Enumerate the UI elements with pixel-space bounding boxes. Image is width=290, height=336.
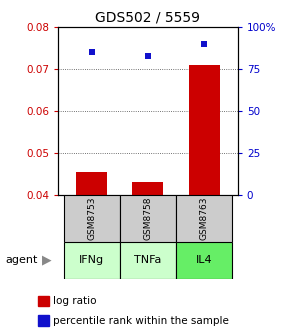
- Text: agent: agent: [6, 255, 38, 265]
- Text: percentile rank within the sample: percentile rank within the sample: [53, 316, 229, 326]
- Text: GSM8763: GSM8763: [200, 197, 209, 240]
- Bar: [133, 182, 163, 195]
- Bar: [39, 315, 49, 326]
- Bar: [64, 195, 120, 242]
- Text: ▶: ▶: [42, 254, 52, 267]
- Text: GSM8753: GSM8753: [87, 197, 96, 240]
- Text: IFNg: IFNg: [79, 255, 104, 265]
- Text: TNFa: TNFa: [134, 255, 162, 265]
- Bar: [176, 242, 232, 279]
- Bar: [188, 65, 220, 195]
- Text: GSM8758: GSM8758: [143, 197, 153, 240]
- Bar: [39, 296, 49, 306]
- Text: IL4: IL4: [196, 255, 212, 265]
- Title: GDS502 / 5559: GDS502 / 5559: [95, 10, 200, 24]
- Bar: [176, 195, 232, 242]
- Bar: [120, 195, 176, 242]
- Text: log ratio: log ratio: [53, 296, 97, 306]
- Bar: [120, 242, 176, 279]
- Bar: [64, 242, 120, 279]
- Bar: [76, 172, 107, 195]
